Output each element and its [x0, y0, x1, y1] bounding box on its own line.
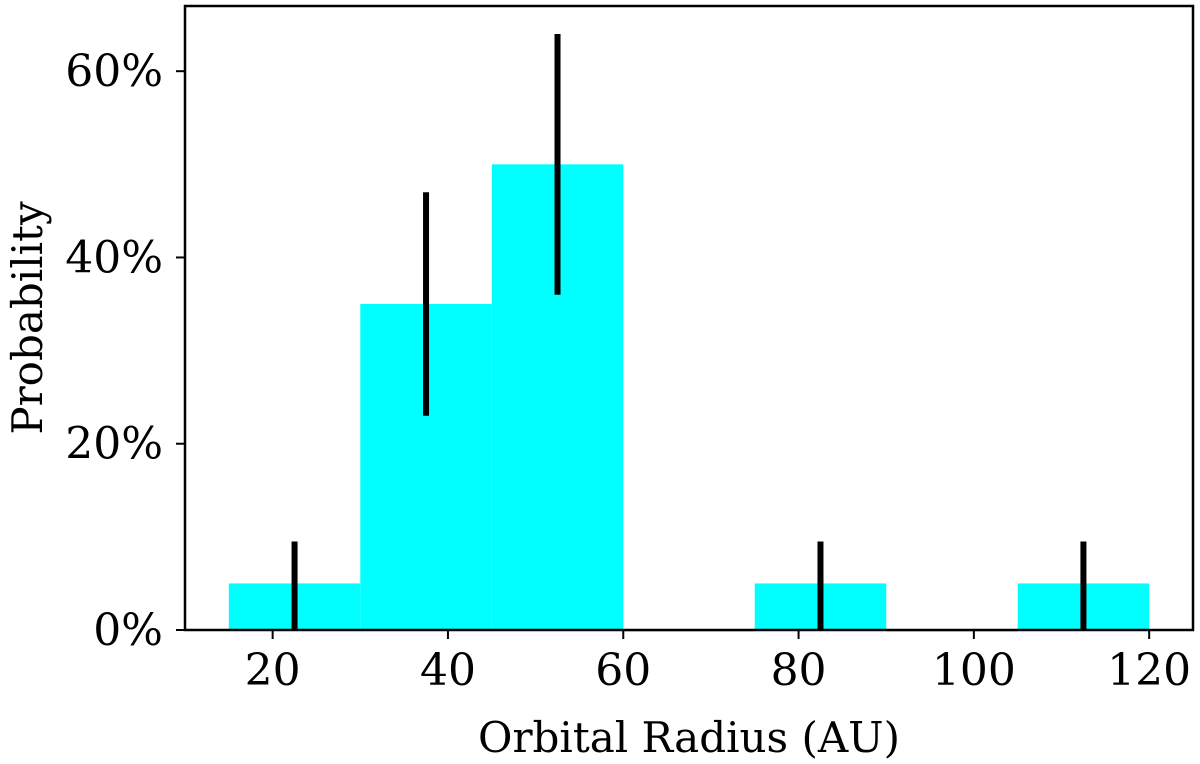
- y-axis-ticks: 0% 20% 40% 60%: [65, 46, 185, 656]
- x-tick-label: 80: [771, 645, 827, 696]
- bars-group: [228, 164, 1150, 632]
- x-tick-label: 120: [1107, 645, 1191, 696]
- x-tick-label: 20: [245, 645, 301, 696]
- x-axis-ticks: 20 40 60 80 100 120: [245, 630, 1191, 696]
- y-tick-label: 40%: [65, 232, 163, 283]
- x-tick-label: 60: [595, 645, 651, 696]
- y-axis-label: Probability: [3, 201, 52, 435]
- y-tick-label: 20%: [65, 419, 163, 470]
- x-axis-label: Orbital Radius (AU): [478, 713, 900, 762]
- error-bars-group: [291, 33, 1087, 630]
- y-tick-label: 60%: [65, 46, 163, 97]
- y-tick-label: 0%: [93, 605, 163, 656]
- plot-frame: [183, 4, 1195, 632]
- x-tick-label: 40: [420, 645, 476, 696]
- x-tick-label: 100: [932, 645, 1016, 696]
